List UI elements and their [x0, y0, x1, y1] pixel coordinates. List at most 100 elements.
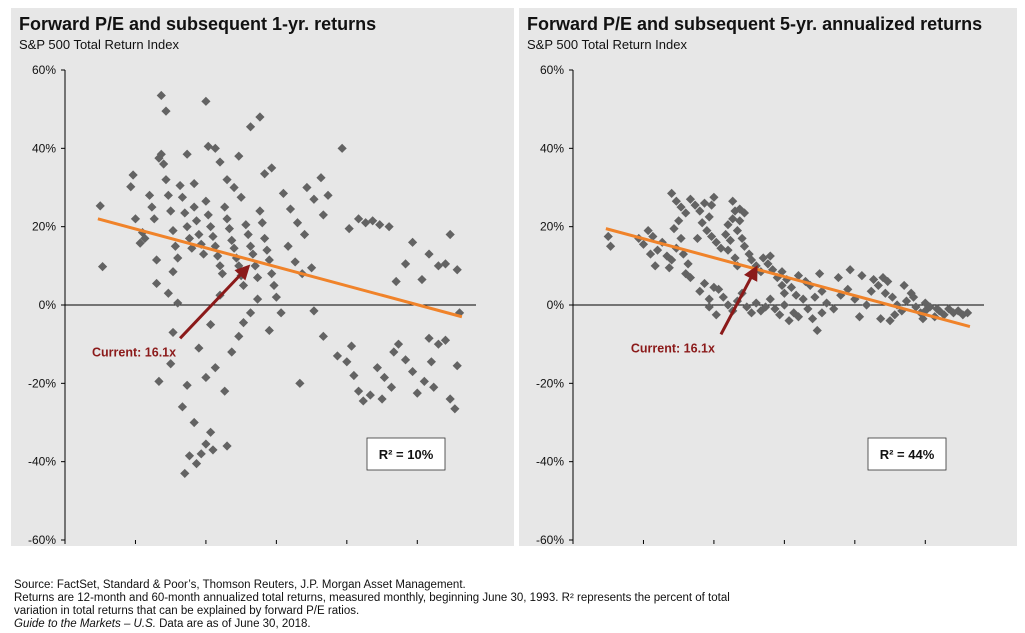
- data-point: [260, 169, 270, 179]
- data-point: [208, 445, 218, 455]
- data-point: [144, 190, 155, 200]
- annotation-label: Current: 16.1x: [92, 345, 176, 359]
- data-point: [161, 175, 171, 185]
- y-tick-label: 60%: [540, 63, 564, 77]
- data-point: [208, 231, 218, 242]
- data-point: [175, 180, 185, 191]
- data-point: [393, 339, 404, 349]
- data-point: [151, 255, 162, 265]
- data-point: [948, 308, 959, 318]
- data-point: [180, 468, 190, 479]
- data-point: [166, 206, 176, 216]
- data-point: [377, 394, 387, 404]
- data-point: [198, 249, 209, 259]
- data-point: [159, 159, 169, 169]
- data-point: [168, 267, 178, 277]
- data-point: [184, 451, 195, 461]
- data-point: [419, 376, 429, 386]
- data-point: [222, 441, 232, 451]
- data-point: [189, 178, 199, 189]
- data-point: [227, 235, 237, 245]
- data-point: [140, 233, 150, 244]
- data-point: [911, 302, 921, 312]
- data-point: [245, 241, 256, 251]
- data-point: [737, 233, 747, 244]
- data-point: [440, 335, 451, 345]
- data-point: [220, 386, 230, 396]
- data-point: [958, 310, 968, 320]
- data-point: [309, 194, 319, 204]
- data-point: [215, 261, 225, 271]
- data-point: [210, 363, 220, 373]
- data-point: [817, 308, 827, 318]
- data-point: [772, 272, 782, 283]
- y-tick-label: -20%: [536, 376, 564, 390]
- data-point: [869, 274, 879, 285]
- data-point: [177, 192, 188, 202]
- data-point: [234, 151, 244, 161]
- guide-note: Guide to the Markets – U.S. Data are as …: [14, 618, 814, 631]
- trend-line: [605, 227, 971, 328]
- methodology-note-cont: variation in total returns that can be e…: [14, 605, 360, 617]
- data-point: [803, 304, 813, 314]
- data-point: [400, 259, 411, 269]
- data-point: [203, 210, 213, 220]
- data-point: [97, 262, 108, 272]
- methodology-note: Returns are 12-month and 60-month annual…: [14, 592, 730, 604]
- data-point: [899, 280, 909, 291]
- data-point: [262, 245, 272, 255]
- data-point: [850, 294, 860, 304]
- data-point: [234, 261, 244, 271]
- data-point: [196, 449, 206, 459]
- data-point: [920, 298, 930, 308]
- data-point: [368, 216, 378, 226]
- data-point: [252, 272, 263, 283]
- data-point: [180, 208, 190, 218]
- data-point: [278, 188, 289, 198]
- data-point: [906, 288, 916, 298]
- data-point: [789, 308, 799, 318]
- data-point: [365, 390, 375, 400]
- data-point: [699, 198, 710, 208]
- data-point: [173, 298, 183, 308]
- data-point: [885, 316, 895, 326]
- data-point: [676, 202, 686, 212]
- data-point: [429, 382, 439, 392]
- source-note: Source: FactSet, Standard & Poor’s, Thom…: [14, 579, 466, 591]
- data-point: [267, 163, 277, 173]
- data-point: [793, 271, 804, 281]
- data-point: [822, 298, 832, 308]
- r2-label: R² = 44%: [880, 447, 935, 462]
- data-point: [746, 255, 757, 265]
- data-point: [845, 265, 855, 275]
- data-point: [784, 316, 794, 326]
- data-point: [638, 239, 649, 249]
- data-point: [400, 355, 411, 365]
- data-point: [939, 310, 949, 320]
- footer-notes: Source: FactSet, Standard & Poor’s, Thom…: [14, 579, 814, 631]
- data-point: [307, 263, 317, 273]
- date-note: Data are as of June 30, 2018.: [155, 618, 311, 630]
- data-point: [379, 372, 390, 383]
- y-tick-label: -60%: [28, 533, 56, 546]
- data-point: [718, 292, 728, 302]
- data-point: [739, 241, 750, 251]
- data-point: [424, 333, 434, 343]
- data-point: [603, 231, 613, 242]
- data-point: [302, 182, 312, 193]
- data-point: [880, 288, 890, 298]
- data-point: [245, 122, 256, 132]
- data-point: [652, 245, 663, 255]
- data-point: [779, 300, 789, 310]
- data-point: [220, 202, 230, 212]
- data-point: [815, 269, 825, 279]
- data-point: [433, 261, 444, 271]
- data-point: [154, 376, 164, 386]
- guide-name: Guide to the Markets – U.S.: [14, 618, 156, 630]
- data-point: [222, 214, 232, 224]
- data-point: [861, 300, 872, 310]
- data-point: [817, 286, 827, 296]
- data-point: [163, 190, 173, 200]
- data-point: [255, 112, 265, 122]
- data-point: [260, 233, 270, 244]
